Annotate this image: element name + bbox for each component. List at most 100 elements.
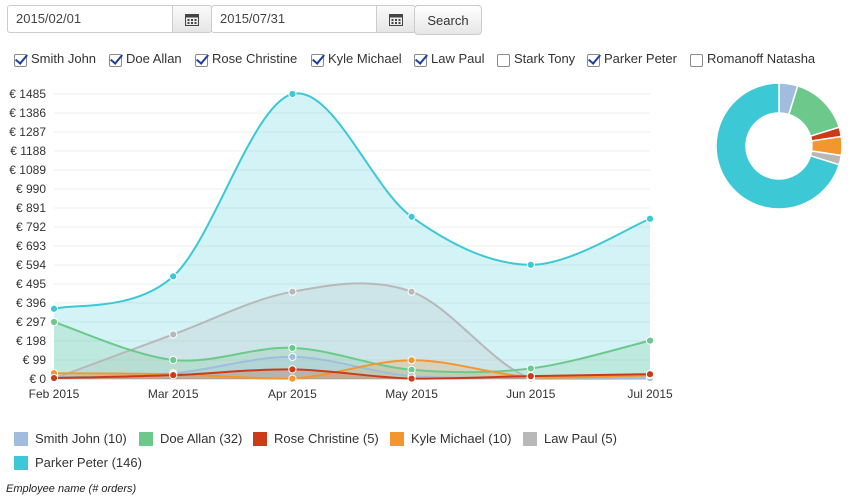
employee-checkbox-stark-tony[interactable]: Stark Tony	[497, 50, 576, 67]
series-points	[49, 89, 655, 383]
donut-slice-parker-peter[interactable]	[715, 82, 841, 210]
calendar-icon	[389, 13, 403, 26]
point-parker-peter[interactable]	[645, 214, 655, 223]
donut-slice-doe-allan[interactable]	[787, 84, 841, 138]
point-rose-christine[interactable]	[169, 371, 178, 380]
point-smith-john[interactable]	[288, 352, 297, 362]
legend-swatch	[14, 455, 28, 470]
employee-checkbox-law-paul[interactable]: Law Paul	[414, 50, 485, 67]
chart-gridlines	[54, 93, 650, 380]
employee-label: Doe Allan	[126, 50, 182, 66]
point-doe-allan[interactable]	[49, 317, 59, 327]
employee-checkbox-parker-peter[interactable]: Parker Peter	[587, 50, 677, 67]
point-doe-allan[interactable]	[288, 343, 297, 353]
checkbox[interactable]	[311, 53, 324, 67]
y-tick-label: € 792	[16, 220, 46, 234]
checkbox[interactable]	[587, 53, 600, 67]
checkbox[interactable]	[497, 53, 510, 67]
start-date-group: 2015/02/01	[7, 5, 212, 33]
point-law-paul[interactable]	[288, 287, 297, 296]
area-doe-allan	[54, 322, 650, 379]
checkbox[interactable]	[109, 53, 122, 67]
y-tick-label: € 1089	[9, 163, 46, 177]
employee-label: Stark Tony	[514, 50, 576, 66]
y-tick-label: € 891	[16, 201, 46, 215]
line-doe-allan	[53, 321, 651, 374]
point-rose-christine[interactable]	[407, 374, 416, 383]
revenue-chart: € 0 € 99 € 198 € 297 € 396 € 495 € 594 € 693 € 7…	[9, 82, 843, 401]
point-rose-christine[interactable]	[526, 372, 535, 381]
point-law-paul[interactable]	[169, 330, 178, 339]
point-parker-peter[interactable]	[288, 89, 297, 99]
legend-item-smith-john[interactable]: Smith John (10)	[14, 431, 127, 446]
employee-label: Romanoff Natasha	[707, 50, 816, 66]
point-kyle-michael[interactable]	[288, 374, 297, 383]
employee-checkbox-rose-christine[interactable]: Rose Christine	[195, 50, 297, 67]
start-date-calendar-button[interactable]	[172, 5, 212, 33]
calendar-icon	[185, 13, 199, 26]
y-tick-label: € 99	[23, 353, 47, 367]
legend-item-kyle-michael[interactable]: Kyle Michael (10)	[390, 431, 511, 446]
employee-label: Parker Peter	[604, 50, 677, 66]
y-tick-label: € 594	[16, 258, 46, 272]
line-kyle-michael	[53, 359, 651, 380]
point-rose-christine[interactable]	[645, 370, 655, 379]
legend-label: Smith John (10)	[35, 431, 127, 446]
legend-item-doe-allan[interactable]: Doe Allan (32)	[139, 431, 242, 446]
checkbox[interactable]	[14, 53, 27, 67]
y-axis: € 0 € 99 € 198 € 297 € 396 € 495 € 594 € 693 € 7…	[9, 87, 46, 386]
area-law-paul	[54, 283, 650, 379]
x-tick-label: Feb 2015	[29, 387, 80, 401]
employee-checkbox-smith-john[interactable]: Smith John	[14, 50, 97, 67]
point-law-paul[interactable]	[407, 287, 416, 296]
y-tick-label: € 297	[16, 315, 46, 329]
end-date-calendar-button[interactable]	[376, 5, 416, 33]
legend-label: Rose Christine (5)	[274, 431, 379, 446]
legend-label: Law Paul (5)	[544, 431, 617, 446]
x-tick-label: Apr 2015	[268, 387, 317, 401]
point-doe-allan[interactable]	[169, 355, 178, 365]
y-tick-label: € 990	[16, 182, 46, 196]
x-tick-label: Jul 2015	[627, 387, 673, 401]
point-doe-allan[interactable]	[645, 336, 655, 345]
checkbox[interactable]	[195, 53, 208, 67]
y-tick-label: € 495	[16, 277, 46, 291]
checkbox[interactable]	[690, 53, 703, 67]
legend-item-rose-christine[interactable]: Rose Christine (5)	[253, 431, 379, 446]
employee-checkbox-romanoff-natasha[interactable]: Romanoff Natasha	[690, 50, 816, 67]
y-tick-label: € 198	[16, 334, 46, 348]
legend-label: Doe Allan (32)	[160, 431, 243, 446]
point-parker-peter[interactable]	[526, 260, 535, 269]
employee-label: Law Paul	[431, 50, 485, 66]
y-tick-label: € 396	[16, 296, 46, 310]
point-parker-peter[interactable]	[169, 272, 178, 281]
checkbox[interactable]	[414, 53, 427, 67]
y-tick-label: € 0	[29, 372, 46, 386]
point-rose-christine[interactable]	[288, 365, 297, 374]
legend-label: Parker Peter (146)	[35, 455, 142, 470]
start-date-input[interactable]: 2015/02/01	[7, 5, 172, 33]
y-tick-label: € 1287	[9, 125, 46, 139]
x-tick-label: Mar 2015	[148, 387, 199, 401]
employee-label: Smith John	[31, 50, 97, 66]
employee-label: Kyle Michael	[328, 50, 402, 66]
employee-checkbox-kyle-michael[interactable]: Kyle Michael	[311, 50, 402, 67]
series-areas	[54, 93, 650, 379]
y-tick-label: € 1485	[9, 87, 46, 101]
legend-caption: Employee name (# orders)	[6, 483, 137, 495]
y-tick-label: € 1188	[10, 144, 46, 158]
legend-item-law-paul[interactable]: Law Paul (5)	[523, 431, 617, 446]
point-doe-allan[interactable]	[526, 364, 535, 373]
employee-checkbox-doe-allan[interactable]: Doe Allan	[109, 50, 182, 67]
point-parker-peter[interactable]	[49, 304, 59, 313]
point-kyle-michael[interactable]	[407, 356, 416, 365]
y-tick-label: € 693	[16, 239, 46, 253]
end-date-input[interactable]: 2015/07/31	[211, 5, 376, 33]
point-parker-peter[interactable]	[407, 212, 416, 221]
point-rose-christine[interactable]	[49, 373, 59, 383]
line-rose-christine	[53, 368, 651, 380]
legend-item-parker-peter[interactable]: Parker Peter (146)	[14, 455, 142, 470]
search-button[interactable]: Search	[414, 5, 482, 35]
y-tick-label: € 1386	[9, 106, 46, 120]
legend-swatch	[14, 431, 28, 446]
